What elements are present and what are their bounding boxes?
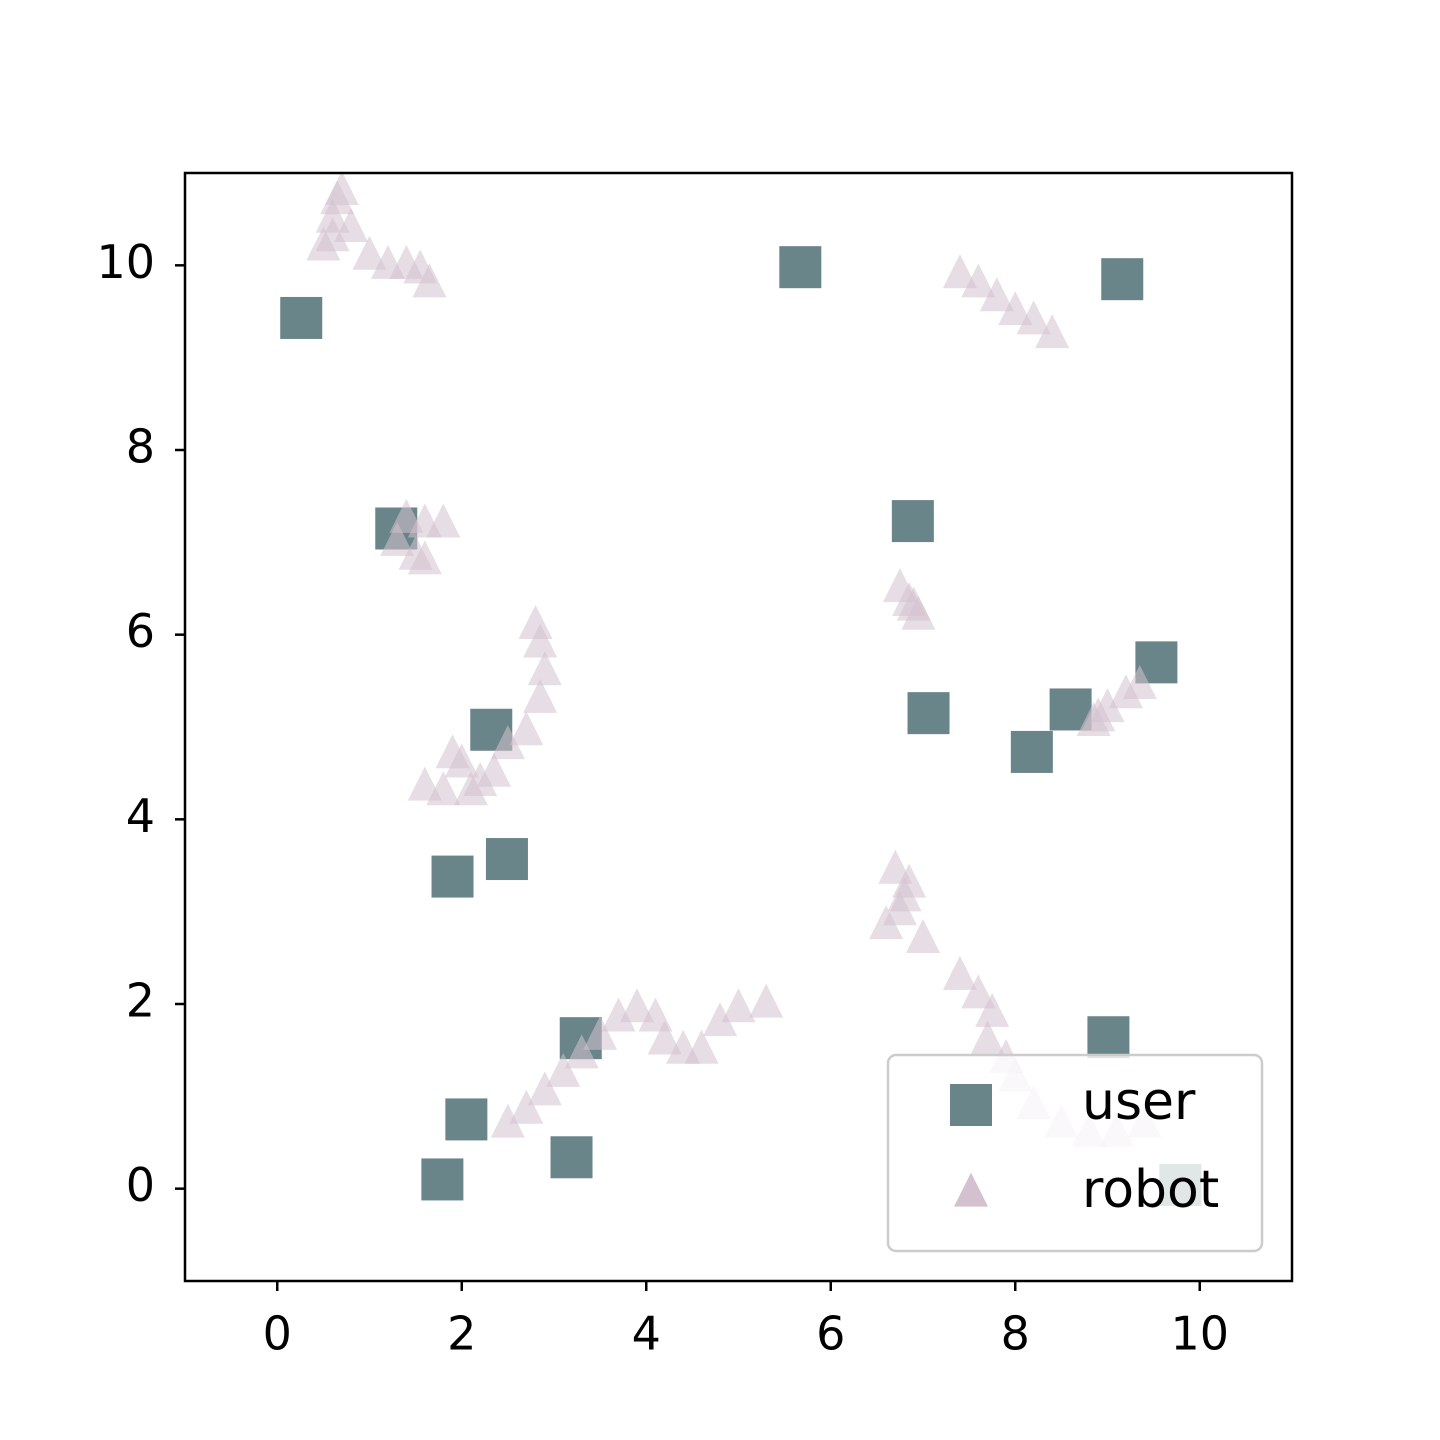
robot-marker — [426, 771, 461, 806]
robot-marker — [509, 1089, 544, 1124]
robot-marker — [324, 171, 359, 206]
y-tick-label: 4 — [126, 789, 155, 843]
robot-marker — [527, 1071, 562, 1106]
robot-marker — [954, 1172, 988, 1207]
robot-marker — [380, 521, 415, 556]
robot-marker — [703, 1002, 738, 1037]
x-tick-label: 0 — [263, 1307, 292, 1361]
robot-marker — [564, 1034, 599, 1069]
user-marker — [950, 1084, 992, 1126]
robot-marker — [684, 1029, 719, 1064]
robot-marker — [1122, 665, 1157, 700]
robot-marker — [444, 743, 479, 778]
user-marker — [550, 1136, 593, 1179]
robot-marker — [315, 198, 350, 233]
x-tick-label: 10 — [1170, 1307, 1229, 1361]
robot-marker — [975, 992, 1010, 1027]
y-tick-label: 8 — [126, 420, 155, 474]
user-marker — [891, 500, 934, 543]
legend-label: robot — [1082, 1160, 1219, 1220]
robot-marker — [647, 1020, 682, 1055]
robot-marker — [998, 291, 1033, 326]
robot-marker — [509, 711, 544, 746]
x-tick-label: 2 — [447, 1307, 476, 1361]
robot-marker — [892, 863, 927, 898]
robot-marker — [896, 586, 931, 621]
robot-marker — [1035, 314, 1070, 349]
robot-marker — [942, 254, 977, 289]
robot-marker — [518, 605, 553, 640]
robot-marker — [334, 208, 369, 242]
robot-marker — [583, 1015, 618, 1050]
user-marker — [1087, 1016, 1130, 1059]
robot-marker — [979, 277, 1014, 312]
robot-marker — [306, 226, 341, 261]
user-marker — [431, 855, 474, 898]
robot-marker — [412, 263, 447, 298]
user-marker — [445, 1098, 488, 1141]
x-tick-label: 8 — [1001, 1307, 1030, 1361]
user-marker — [1101, 258, 1144, 301]
robot-marker — [970, 1020, 1005, 1055]
robot-marker — [1108, 674, 1143, 709]
y-tick-label: 10 — [96, 235, 155, 289]
robot-marker — [942, 955, 977, 990]
robot-marker — [490, 725, 525, 760]
x-tick-label: 6 — [816, 1307, 845, 1361]
robot-marker — [1076, 701, 1111, 736]
user-marker — [779, 246, 822, 289]
robot-marker — [352, 235, 387, 270]
robot-marker — [490, 1103, 525, 1138]
robot-marker — [961, 263, 996, 298]
x-tick-label: 4 — [632, 1307, 661, 1361]
user-marker — [421, 1158, 464, 1201]
robot-marker — [961, 974, 996, 1009]
robot-marker — [463, 762, 498, 796]
robot-marker — [721, 988, 756, 1023]
robot-marker — [620, 988, 655, 1023]
robot-marker — [906, 918, 940, 953]
user-marker — [485, 838, 528, 881]
robot-marker — [527, 651, 562, 686]
y-tick-label: 6 — [126, 604, 155, 658]
robot-marker — [426, 503, 461, 538]
legend-box — [886, 1053, 1264, 1253]
robot-marker — [546, 1052, 581, 1087]
robot-marker — [407, 540, 442, 575]
y-tick-label: 0 — [126, 1158, 155, 1212]
legend-label: user — [1082, 1072, 1196, 1132]
robot-marker — [523, 623, 558, 658]
robot-marker — [1016, 300, 1051, 335]
user-marker — [1010, 730, 1053, 773]
robot-marker — [523, 678, 558, 713]
robot-marker — [749, 983, 784, 1018]
user-marker — [280, 296, 323, 339]
user-marker — [907, 692, 950, 735]
robot-marker — [601, 997, 636, 1032]
plot-frame — [183, 171, 1294, 1283]
robot-marker — [477, 752, 512, 787]
legend: user robot — [886, 1053, 1264, 1253]
y-tick-label: 2 — [126, 974, 155, 1028]
